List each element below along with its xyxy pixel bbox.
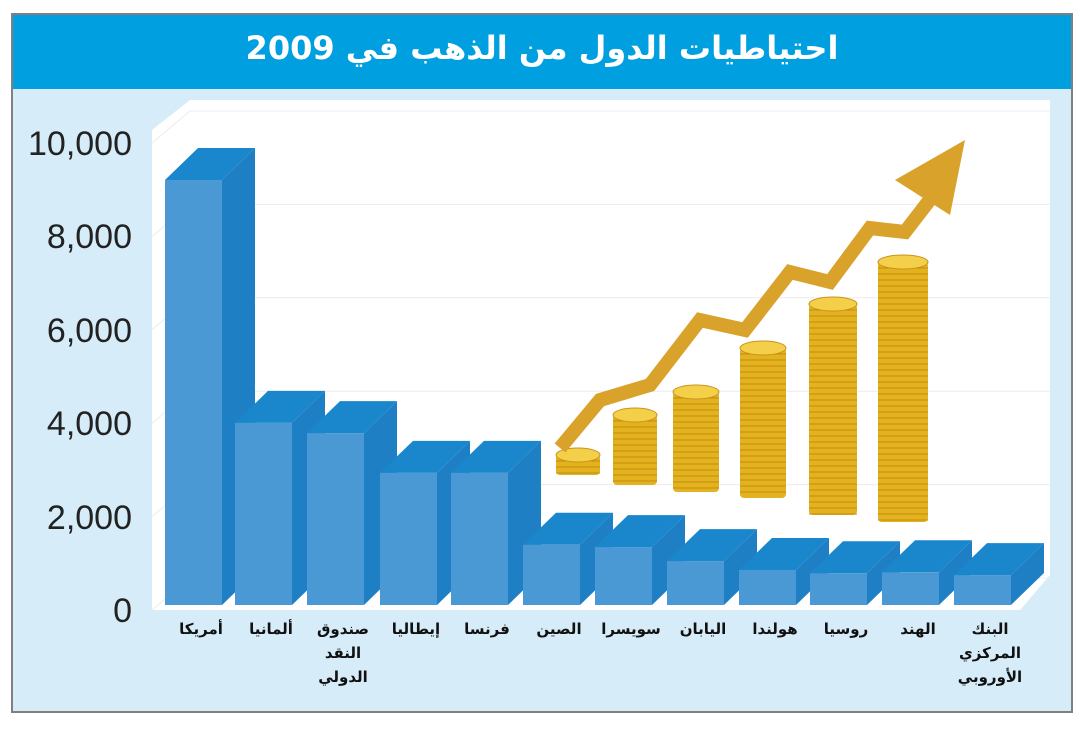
bar-top: [882, 540, 972, 573]
x-tick-label: الهند: [900, 620, 936, 638]
x-tick-label: روسيا: [823, 620, 869, 638]
bar-front: [954, 575, 1011, 605]
bar-top: [595, 515, 685, 548]
coin-stack: [740, 348, 786, 498]
bar-top: [739, 537, 829, 570]
chart-header: احتياطيات الدول من الذهب في 2009: [13, 15, 1071, 89]
chart-title: احتياطيات الدول من الذهب في 2009: [245, 29, 839, 67]
coin-top: [672, 384, 720, 400]
y-tick-label: 8,000: [46, 218, 132, 257]
x-tick-label: فرنسا: [464, 620, 510, 638]
coin-top: [555, 447, 601, 463]
rising-arrow-icon: [554, 175, 951, 453]
bar-front: [307, 433, 364, 605]
x-tick-label: إيطاليا: [391, 620, 441, 638]
bar-top: [307, 401, 397, 434]
bar-front: [165, 180, 222, 605]
y-tick-label: 4,000: [46, 405, 132, 444]
bar-front: [810, 573, 867, 605]
bar-front: [380, 472, 437, 605]
bar-top: [235, 390, 325, 423]
gridline-diag: [151, 110, 191, 144]
coin-stack: [809, 304, 857, 515]
y-tick-label: 10,000: [28, 125, 132, 163]
bar-top: [380, 440, 470, 473]
coin-stack: [878, 262, 928, 522]
bar-top: [451, 440, 541, 473]
bar-top: [667, 529, 757, 562]
bar-front: [667, 561, 724, 605]
y-tick-label: 2,000: [46, 498, 132, 537]
x-tick-label: البنك المركزي الأوروبي: [957, 620, 1023, 686]
bar-front: [595, 547, 652, 605]
coin-top: [808, 296, 858, 312]
bar-side: [1011, 543, 1044, 605]
x-tick-label: ألمانيا: [249, 620, 293, 638]
coin-stack: [673, 392, 719, 492]
x-tick-label: الصين: [536, 620, 582, 638]
x-tick-label: اليابان: [679, 620, 727, 638]
bar-top: [810, 541, 900, 574]
y-tick-label: 6,000: [46, 311, 132, 350]
bar-top: [165, 148, 255, 181]
coin-top: [612, 407, 658, 423]
bar-top: [954, 543, 1044, 576]
arrow-head-icon: [895, 140, 965, 215]
x-tick-label: أمريكا: [179, 620, 223, 638]
x-tick-label: صندوق النقد الدولي: [316, 620, 370, 686]
bar-top: [523, 512, 613, 545]
coin-top: [739, 340, 787, 356]
bar-front: [523, 544, 580, 605]
bar-side: [939, 540, 972, 605]
bar-side: [724, 529, 757, 605]
bar-front: [451, 472, 508, 605]
bar-front: [235, 422, 292, 605]
bar-front: [882, 572, 939, 605]
coin-top: [877, 254, 929, 270]
y-tick-label: 0: [113, 592, 132, 630]
x-tick-label: سويسرا: [601, 620, 661, 638]
bar-front: [739, 569, 796, 605]
x-tick-label: هولندا: [752, 620, 798, 638]
